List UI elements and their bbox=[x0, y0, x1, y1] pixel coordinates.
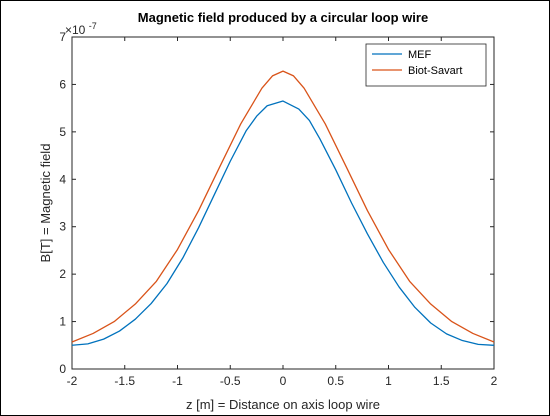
x-tick-label: 0.5 bbox=[327, 374, 344, 388]
y-exponent-base: ×10 bbox=[65, 23, 86, 37]
axes-frame bbox=[71, 36, 495, 370]
y-tick-label: 1 bbox=[59, 315, 66, 329]
y-tick-label: 2 bbox=[59, 267, 66, 281]
y-tick-label: 4 bbox=[59, 172, 66, 186]
y-tick-label: 6 bbox=[59, 77, 66, 91]
series-line-mef bbox=[71, 100, 495, 346]
x-tick-label: 2 bbox=[491, 374, 498, 388]
plot-area bbox=[71, 36, 495, 370]
y-exponent-power: -7 bbox=[89, 21, 97, 31]
x-tick-label: -0.5 bbox=[220, 374, 241, 388]
series-line-biot-savart bbox=[71, 70, 495, 343]
series-layer bbox=[71, 70, 495, 346]
x-tick-label: 1.5 bbox=[433, 374, 450, 388]
legend-label: Biot-Savart bbox=[408, 65, 462, 77]
x-axis-label: z [m] = Distance on axis loop wire bbox=[186, 397, 380, 412]
x-tick-label: -1.5 bbox=[114, 374, 135, 388]
y-tick-label: 0 bbox=[59, 362, 66, 376]
tick-layer: -2 -1.5 -1 -0.5 0 0.5 1 1.5 2 0 1 2 3 4 5 6 7 bbox=[59, 30, 497, 388]
y-tick-label: 3 bbox=[59, 220, 66, 234]
x-tick-label: 0 bbox=[280, 374, 287, 388]
chart-title: Magnetic field produced by a circular lo… bbox=[138, 10, 428, 25]
x-tick-label: -2 bbox=[67, 374, 78, 388]
y-tick-label: 5 bbox=[59, 125, 66, 139]
y-tick-label: 7 bbox=[59, 30, 66, 44]
x-tick-label: 1 bbox=[385, 374, 392, 388]
legend: MEF Biot-Savart bbox=[365, 43, 487, 87]
x-tick-label: -1 bbox=[172, 374, 183, 388]
y-axis-label: B[T] = Magnetic field bbox=[38, 144, 53, 263]
legend-label: MEF bbox=[408, 49, 432, 61]
legend-box bbox=[365, 43, 487, 87]
y-axis-exponent: ×10 -7 bbox=[65, 21, 97, 37]
